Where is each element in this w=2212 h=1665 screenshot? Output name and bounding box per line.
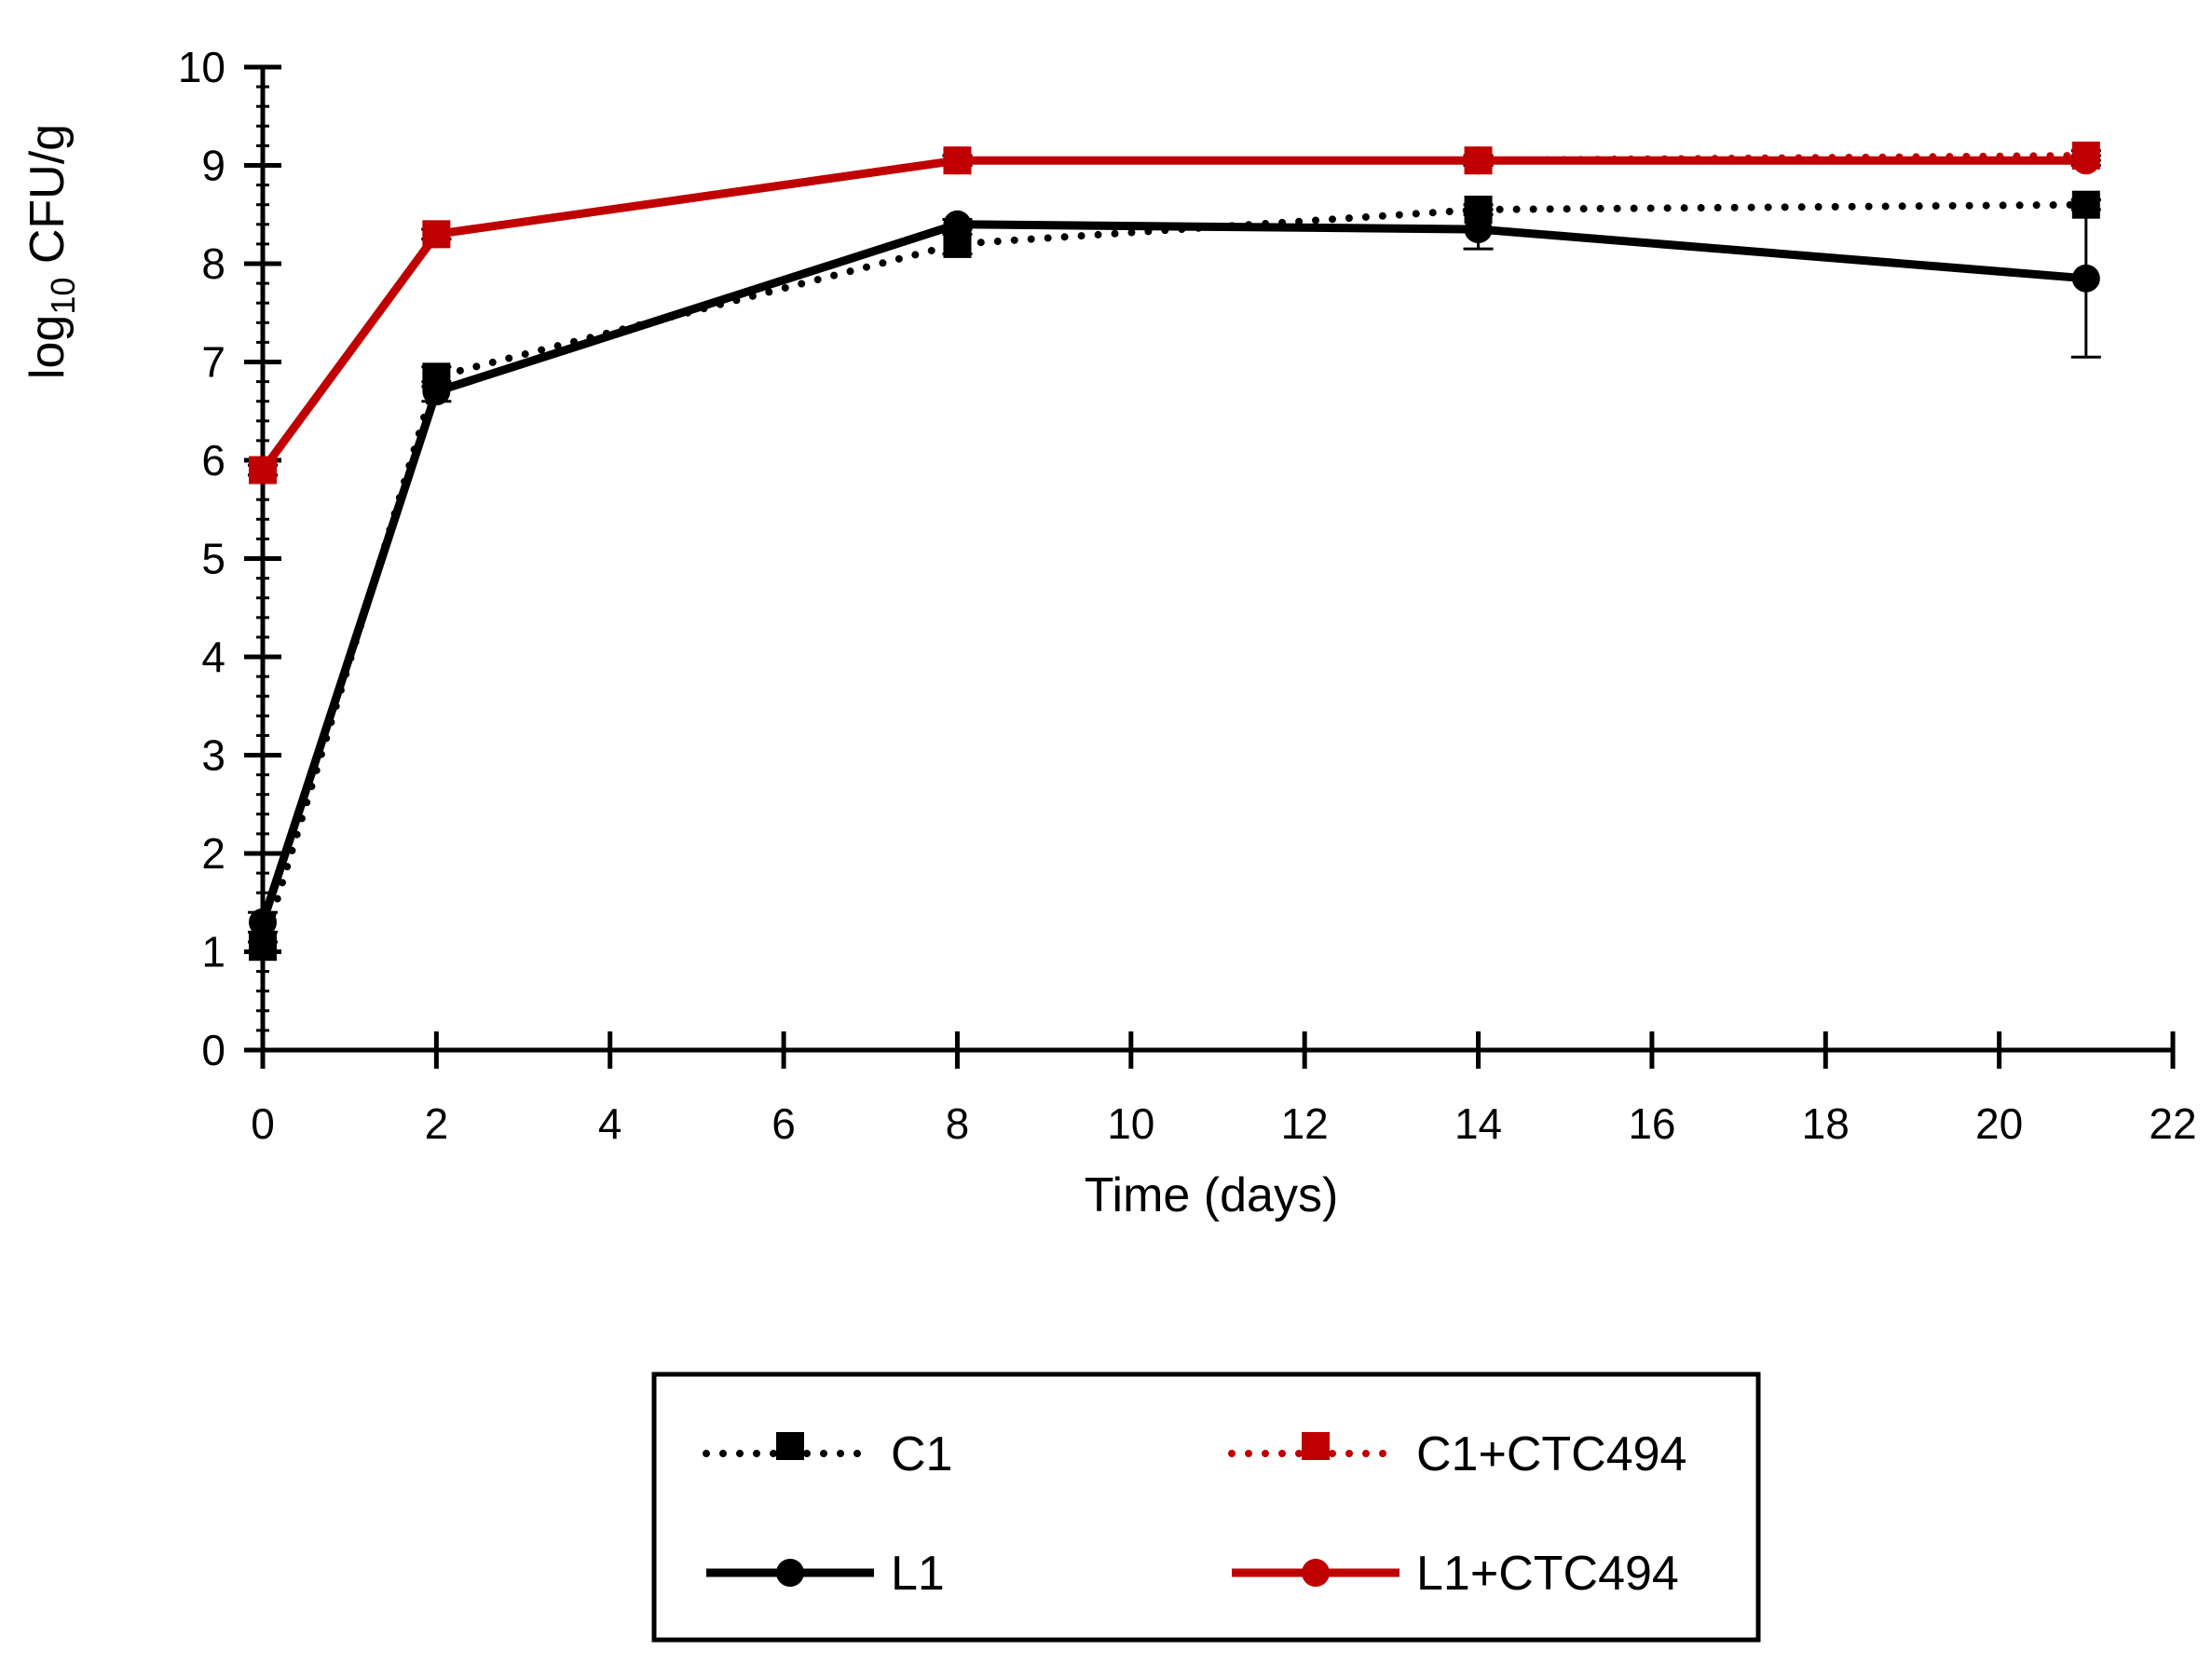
x-tick-label: 18	[1802, 1099, 1850, 1148]
y-axis-title-main: log	[20, 315, 75, 379]
x-tick-label: 8	[946, 1099, 970, 1148]
legend-label-c1-ctc494: C1+CTC494	[1416, 1427, 1686, 1481]
legend-marker-c1-ctc494	[1302, 1432, 1330, 1460]
error-bars	[248, 149, 2101, 953]
x-tick-label: 16	[1628, 1099, 1675, 1148]
data-point-l1-ctc494	[249, 456, 277, 484]
data-point-l1	[943, 210, 972, 239]
x-tick-label: 0	[251, 1099, 275, 1148]
data-point-l1	[1464, 215, 1493, 244]
y-axis-title: log10 CFU/g	[20, 124, 82, 379]
y-tick-label: 4	[201, 633, 225, 681]
data-point-c1	[2071, 190, 2100, 219]
x-tick-label: 12	[1281, 1099, 1329, 1148]
data-point-c1	[249, 933, 277, 962]
legend-label-l1-ctc494: L1+CTC494	[1416, 1547, 1679, 1601]
y-tick-label: 8	[201, 239, 225, 288]
legend: C1 C1+CTC494 L1 L1+CTC494	[651, 1372, 1761, 1643]
series-line-l1-ctc494	[259, 156, 2086, 473]
data-point-l1	[422, 377, 451, 406]
legend-label-l1: L1	[891, 1547, 945, 1601]
legend-marker-l1-ctc494	[1302, 1559, 1330, 1587]
data-point-l1-ctc494	[2071, 146, 2100, 175]
y-tick-label: 5	[201, 535, 225, 583]
series-line-c1	[259, 200, 2090, 951]
y-tick-label: 2	[201, 829, 225, 878]
x-tick-label: 22	[2149, 1099, 2196, 1148]
x-tick-label: 6	[771, 1099, 796, 1148]
series-markers	[249, 141, 2100, 962]
series-line-l1	[258, 220, 2087, 924]
y-tick-label: 6	[201, 436, 225, 484]
data-point-l1	[2071, 264, 2100, 293]
y-tick-label: 10	[178, 43, 225, 91]
y-axis-title-sub: 10	[44, 278, 82, 315]
data-point-l1	[249, 908, 277, 936]
y-tick-label: 9	[201, 142, 225, 190]
legend-marker-l1	[776, 1559, 804, 1587]
series-line-c1-ctc494	[259, 151, 2090, 474]
x-tick-label: 10	[1107, 1099, 1154, 1148]
y-tick-label: 1	[201, 928, 225, 976]
x-tick-label: 14	[1454, 1099, 1502, 1148]
x-tick-label: 2	[425, 1099, 449, 1148]
x-tick-label: 20	[1975, 1099, 2023, 1148]
data-point-l1-ctc494	[422, 220, 451, 249]
x-axis-title: Time (days)	[1085, 1168, 1339, 1222]
data-point-l1-ctc494	[1464, 146, 1493, 175]
axes	[244, 64, 2176, 1069]
y-tick-label: 3	[201, 731, 225, 780]
legend-box	[651, 1372, 1761, 1643]
legend-label-c1: C1	[891, 1427, 952, 1481]
series-lines	[258, 151, 2090, 951]
legend-marker-c1	[776, 1432, 804, 1460]
x-tick-label: 4	[598, 1099, 622, 1148]
y-axis-title-rest: CFU/g	[20, 124, 75, 278]
data-point-l1-ctc494	[943, 146, 972, 175]
y-tick-label: 0	[201, 1026, 225, 1074]
y-tick-label: 7	[201, 338, 225, 387]
